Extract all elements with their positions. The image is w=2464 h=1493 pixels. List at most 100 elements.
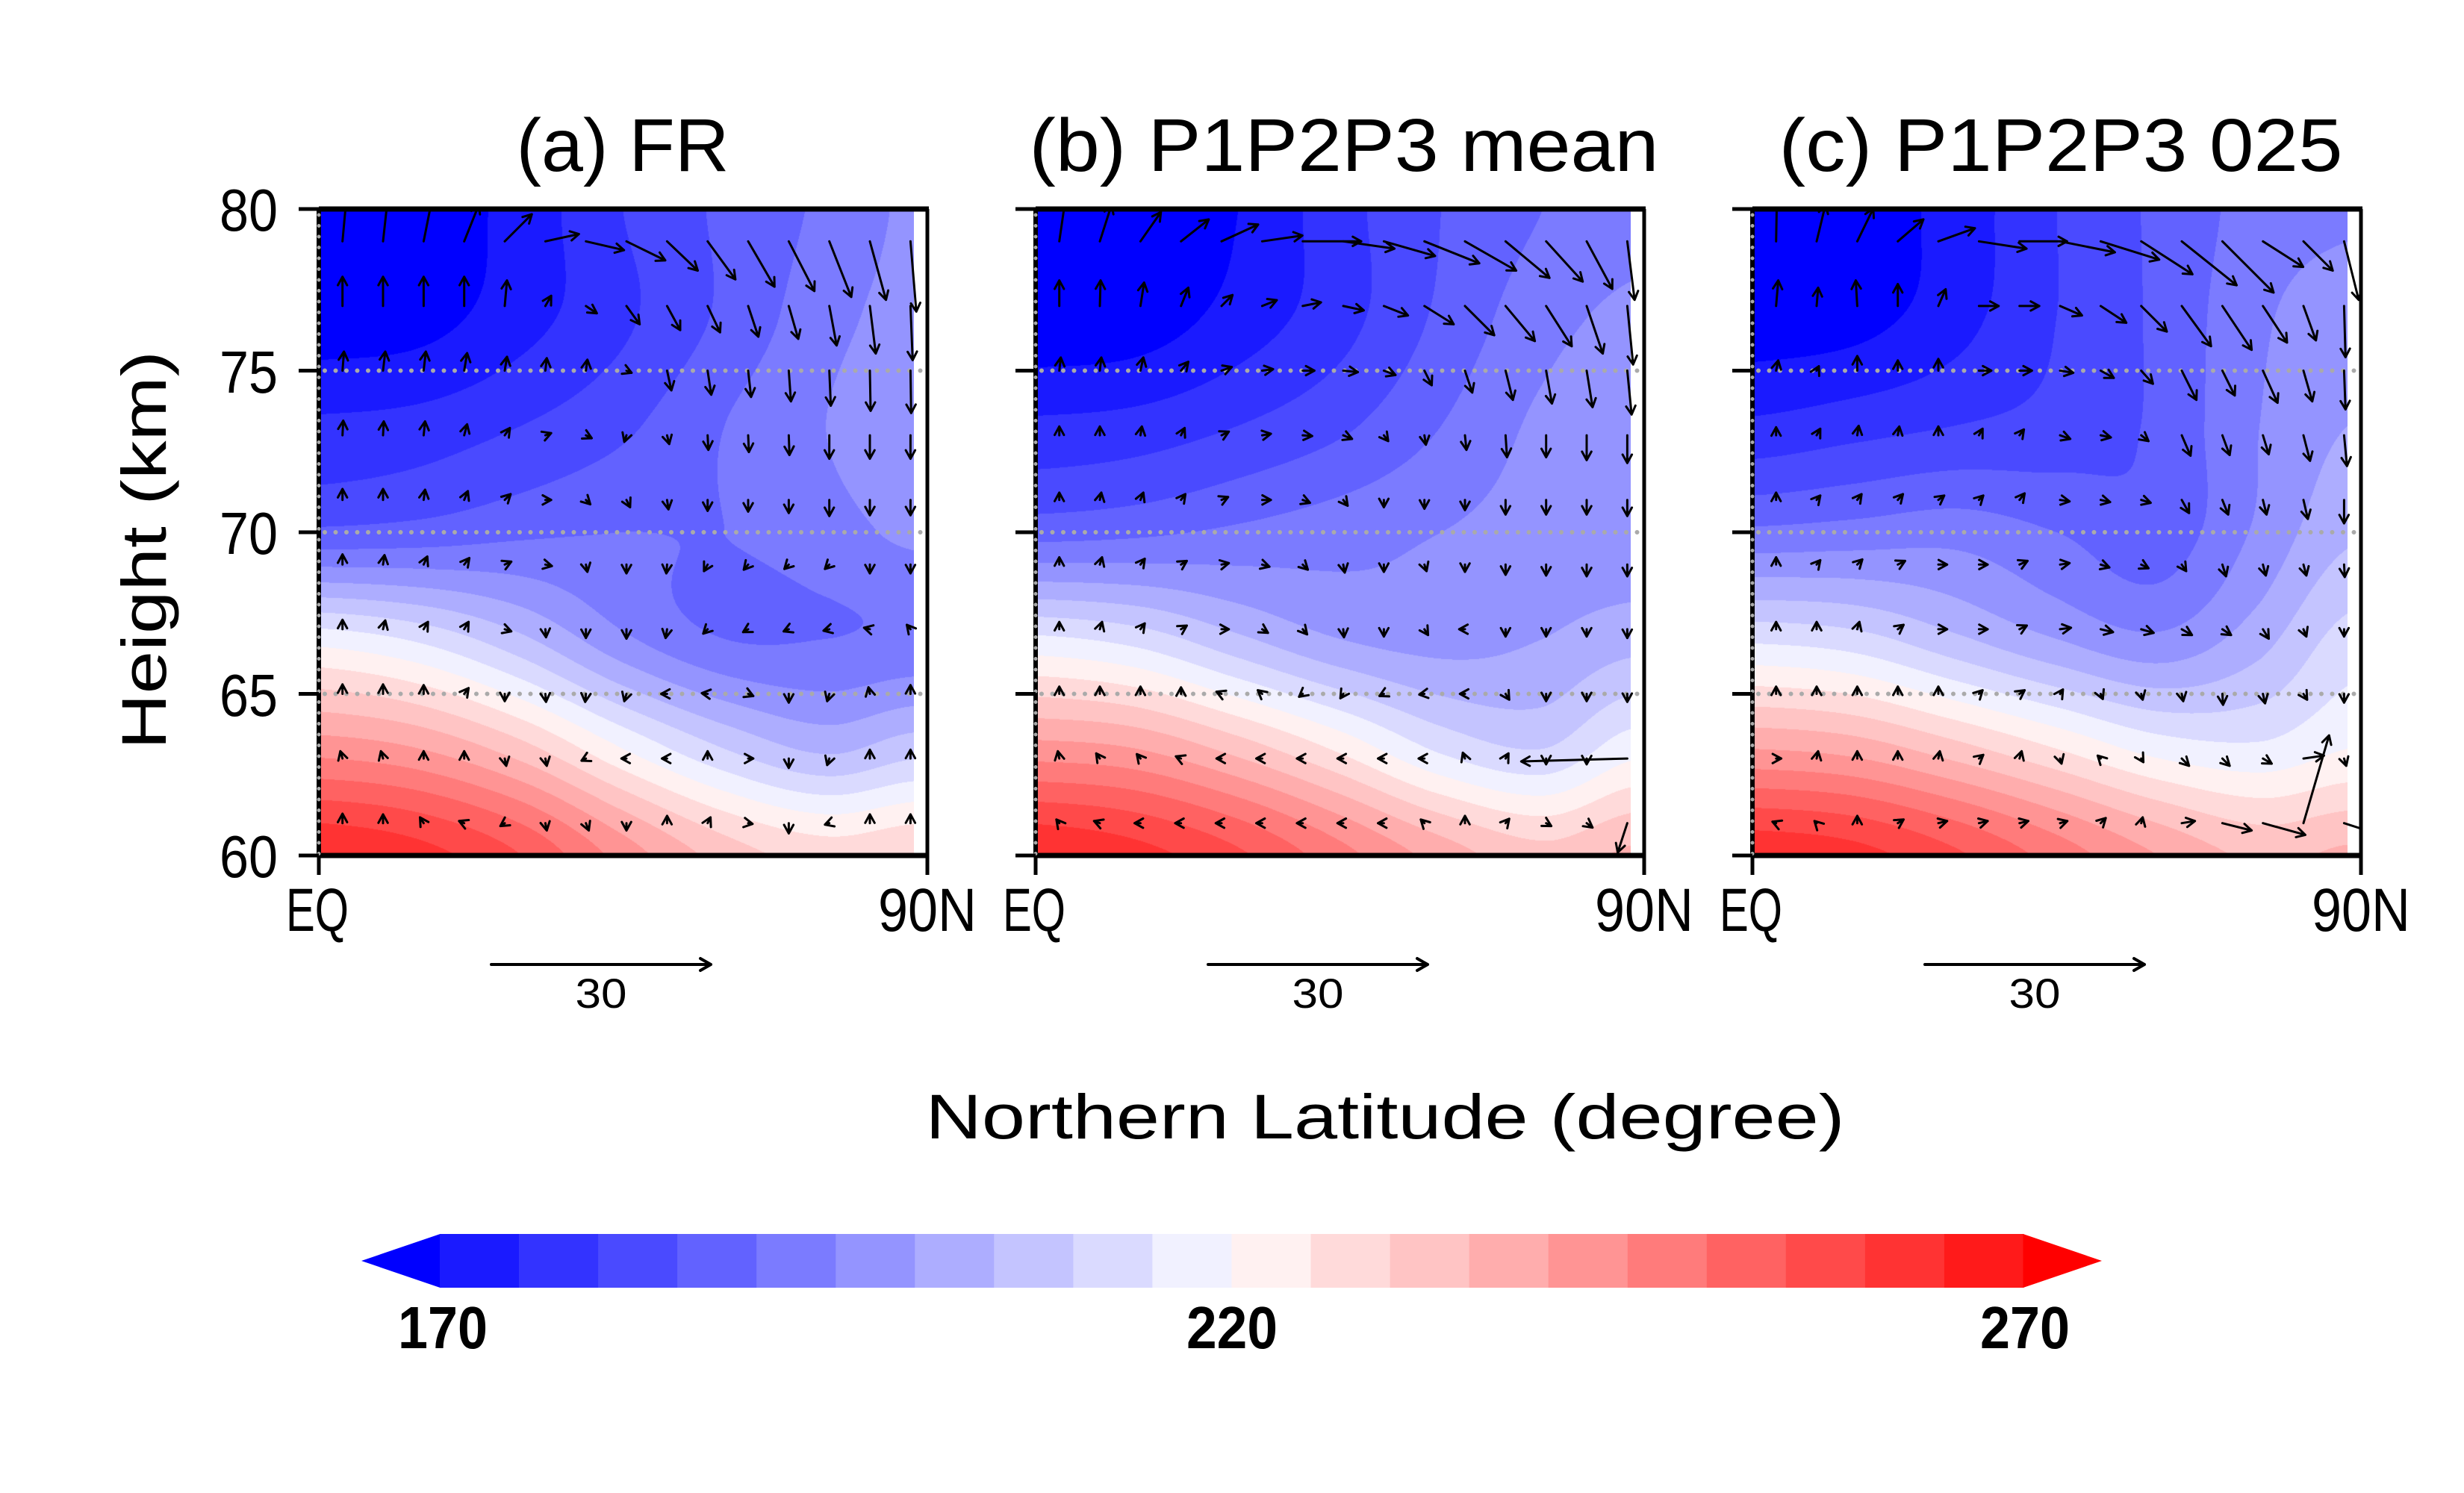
wind-vector: [824, 370, 836, 407]
wind-vector: [865, 686, 877, 698]
colorbar-box: [1073, 1234, 1153, 1288]
wind-vector: [1418, 560, 1430, 573]
wind-vector: [377, 749, 389, 762]
colorbar-min-arrow: [361, 1234, 441, 1288]
wind-vector: [2059, 430, 2072, 442]
wind-vector: [1054, 356, 1066, 372]
wind-vector: [702, 749, 714, 761]
wind-vector: [2221, 305, 2253, 352]
wind-vector: [741, 623, 754, 634]
colorbar: [361, 1234, 2102, 1288]
wind-vector: [664, 370, 676, 392]
wind-vector: [1544, 370, 1557, 405]
colorbar-box: [1864, 1234, 1945, 1288]
x-tick-label: EQ: [1003, 876, 1065, 944]
wind-vector: [1855, 209, 1875, 243]
wind-vector: [1255, 817, 1266, 829]
wind-vector: [742, 687, 755, 699]
wind-vector: [419, 350, 431, 372]
wind-vector: [500, 279, 512, 308]
wind-vector: [1174, 817, 1185, 829]
wind-vector: [2140, 625, 2155, 637]
wind-vector: [2098, 559, 2111, 570]
wind-vector: [1892, 359, 1904, 372]
wind-vector: [2219, 499, 2231, 516]
wind-vector: [704, 370, 716, 396]
wind-vector: [1499, 563, 1512, 576]
x-tick-label: 90N: [1595, 876, 1693, 944]
wind-vector: [2259, 499, 2271, 516]
wind-vector: [1977, 558, 1989, 570]
wind-vector: [2302, 305, 2319, 342]
wind-vector: [2342, 240, 2361, 302]
wind-vector: [2099, 368, 2115, 379]
panel-c-title: (c) P1P2P3 025: [1779, 104, 2343, 187]
wind-vector: [2300, 499, 2312, 520]
wind-vector: [377, 275, 389, 308]
wind-vector: [1094, 685, 1106, 696]
wind-vector: [700, 688, 712, 700]
wind-vector: [2014, 689, 2026, 700]
wind-vector: [905, 370, 917, 414]
wind-vector: [1295, 817, 1307, 829]
wind-vector: [1180, 286, 1191, 308]
wind-vector: [661, 627, 673, 640]
wind-vector: [1851, 749, 1864, 761]
wind-vector: [1811, 427, 1822, 440]
wind-vector: [1977, 623, 1989, 635]
wind-vector: [458, 819, 470, 830]
wind-vector: [1892, 493, 1905, 505]
wind-vector: [824, 754, 836, 767]
wind-vector: [539, 755, 551, 767]
reference-vector-label: 30: [2009, 970, 2061, 1017]
wind-vector: [1852, 558, 1864, 570]
wind-vector: [1175, 493, 1187, 505]
wind-vector: [1055, 818, 1067, 831]
wind-vector: [418, 420, 430, 437]
x-axis-label: Northern Latitude (degree): [926, 1082, 1845, 1152]
wind-vector: [1382, 240, 1437, 260]
wind-vector: [742, 499, 754, 513]
wind-vector: [1540, 499, 1552, 516]
wind-vector: [1337, 627, 1349, 639]
wind-vector: [1342, 302, 1365, 314]
wind-vector: [661, 752, 672, 764]
wind-vector: [417, 275, 430, 308]
wind-vector: [868, 305, 881, 355]
wind-vector: [1218, 559, 1231, 571]
wind-vector: [1180, 218, 1210, 243]
wind-vector: [661, 563, 673, 575]
wind-vector: [2338, 626, 2351, 638]
wind-vector: [1382, 305, 1410, 318]
wind-vector: [2221, 240, 2275, 294]
wind-vector: [585, 240, 626, 255]
wind-vector: [2220, 625, 2233, 637]
wind-vector: [1094, 491, 1106, 503]
colorbar-box: [1231, 1234, 1312, 1288]
wind-vector: [1298, 686, 1310, 698]
wind-vector: [1977, 817, 1989, 829]
wind-vector: [1621, 628, 1634, 640]
wind-vector: [2059, 240, 2116, 257]
wind-vector: [1770, 491, 1782, 502]
wind-vector: [459, 423, 471, 437]
wind-vector: [1813, 820, 1826, 832]
wind-vector: [337, 553, 349, 566]
wind-vector: [1258, 558, 1271, 570]
wind-vector: [458, 749, 470, 761]
wind-vector: [2016, 624, 2028, 635]
wind-vector: [906, 305, 918, 361]
wind-vector: [865, 370, 877, 412]
wind-vector: [1540, 434, 1552, 458]
wind-vector: [1176, 559, 1188, 571]
wind-vector: [1418, 688, 1430, 699]
wind-vector: [2340, 434, 2352, 467]
wind-vector: [377, 420, 390, 437]
wind-vector: [1054, 749, 1065, 762]
wind-vector: [459, 490, 470, 502]
wind-vector: [1585, 240, 1614, 290]
wind-vector: [1054, 491, 1065, 502]
wind-vector: [2338, 693, 2351, 704]
wind-vector: [783, 693, 795, 704]
